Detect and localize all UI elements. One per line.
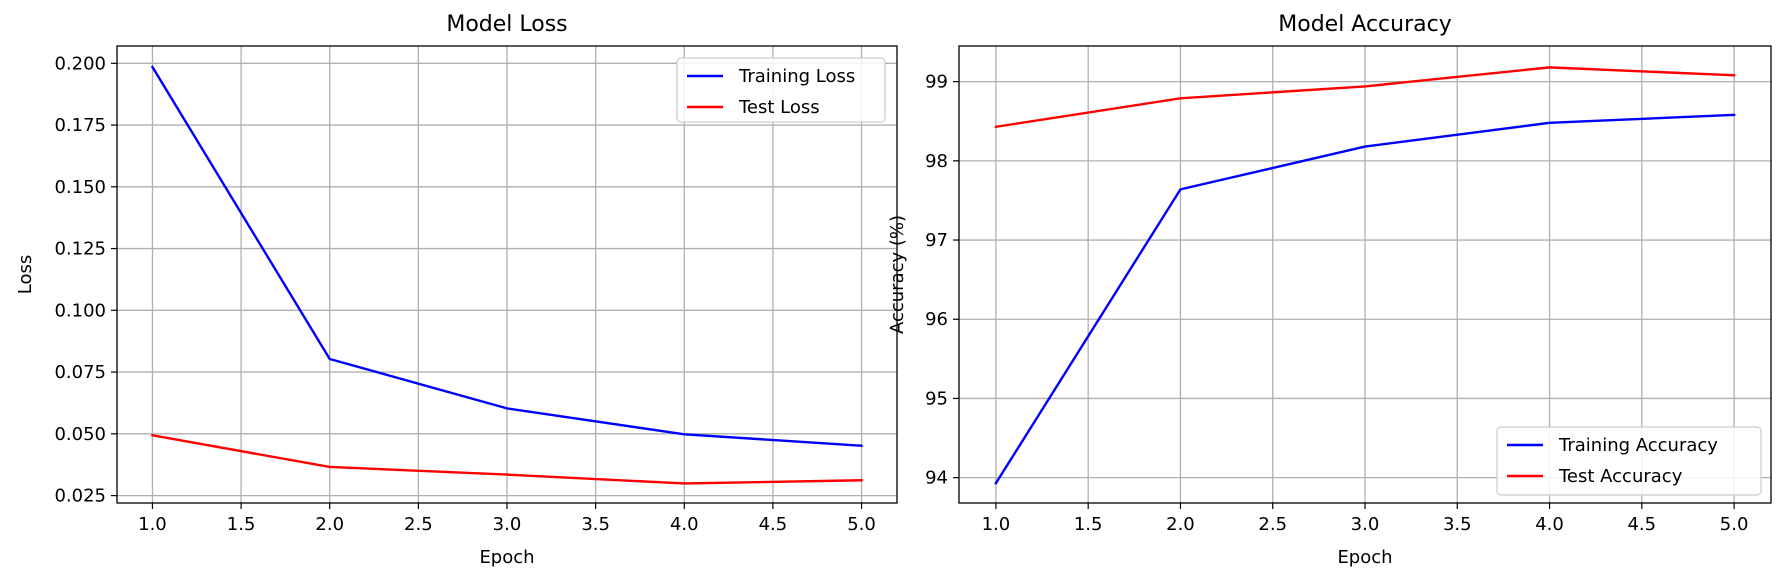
- series-line-1: [150, 65, 863, 447]
- chart-title: Model Accuracy: [1278, 12, 1452, 37]
- x-tick-label: 3.0: [1351, 514, 1380, 535]
- y-tick-label: 98: [925, 151, 948, 172]
- legend-label-1: Training Loss: [738, 66, 855, 87]
- legend-label-1: Training Accuracy: [1558, 435, 1718, 456]
- y-tick-label: 95: [925, 388, 948, 409]
- x-tick-label: 5.0: [1720, 514, 1749, 535]
- x-tick-label: 4.0: [1535, 514, 1564, 535]
- legend: Training Accuracy Test Accuracy: [1496, 426, 1762, 496]
- legend: Training Loss Test Loss: [676, 57, 886, 123]
- y-tick-label: 96: [925, 309, 948, 330]
- legend-box: [1496, 426, 1762, 496]
- x-tick-label: 5.0: [847, 514, 876, 535]
- chart-panel-1: 1.0 1.5 2.0 2.5 3.0 3.5 4.0 4.5 5.0 0.025 0.050 0.0…: [15, 12, 898, 568]
- x-tick-label: 1.0: [982, 514, 1011, 535]
- series-line-2: [994, 66, 1736, 129]
- y-tick-label: 99: [925, 72, 948, 93]
- x-tick-label: 2.0: [315, 514, 344, 535]
- y-axis-label: Loss: [15, 255, 36, 294]
- y-tick-label: 97: [925, 230, 948, 251]
- y-tick-label: 0.100: [54, 300, 106, 321]
- y-tick-label: 0.200: [54, 53, 106, 74]
- y-axis-label: Accuracy (%): [887, 215, 908, 334]
- x-tick-label: 3.5: [581, 514, 610, 535]
- x-tick-label: 1.0: [138, 514, 167, 535]
- chart-title: Model Loss: [446, 12, 567, 37]
- legend-label-2: Test Loss: [738, 97, 820, 118]
- x-tick-label: 3.0: [493, 514, 522, 535]
- y-tick-label: 0.025: [54, 486, 106, 507]
- x-tick-label: 4.0: [670, 514, 699, 535]
- series-line-2: [151, 433, 863, 485]
- axes-frame: [116, 45, 898, 504]
- x-tick-label: 2.0: [1166, 514, 1195, 535]
- x-tick-label: 4.5: [1627, 514, 1656, 535]
- axes-frame: [958, 45, 1772, 504]
- y-tick-label: 0.075: [54, 362, 106, 383]
- series-line-1: [994, 113, 1736, 485]
- y-tick-label: 0.050: [54, 424, 106, 445]
- x-tick-label: 4.5: [759, 514, 788, 535]
- y-tick-label: 0.150: [54, 177, 106, 198]
- x-tick-label: 3.5: [1443, 514, 1472, 535]
- legend-label-2: Test Accuracy: [1558, 466, 1683, 487]
- y-tick-label: 0.125: [54, 239, 106, 260]
- x-tick-label: 2.5: [404, 514, 433, 535]
- legend-box: [676, 57, 886, 123]
- y-tick-label: 0.175: [54, 115, 106, 136]
- x-axis-label: Epoch: [479, 547, 534, 568]
- chart-panel-2: 1.0 1.5 2.0 2.5 3.0 3.5 4.0 4.5 5.0 94 95 96 97 98 99 M…: [887, 12, 1772, 568]
- x-tick-label: 1.5: [1074, 514, 1103, 535]
- x-axis-label: Epoch: [1337, 547, 1392, 568]
- y-tick-label: 94: [925, 468, 948, 489]
- x-tick-label: 2.5: [1258, 514, 1287, 535]
- x-tick-label: 1.5: [227, 514, 256, 535]
